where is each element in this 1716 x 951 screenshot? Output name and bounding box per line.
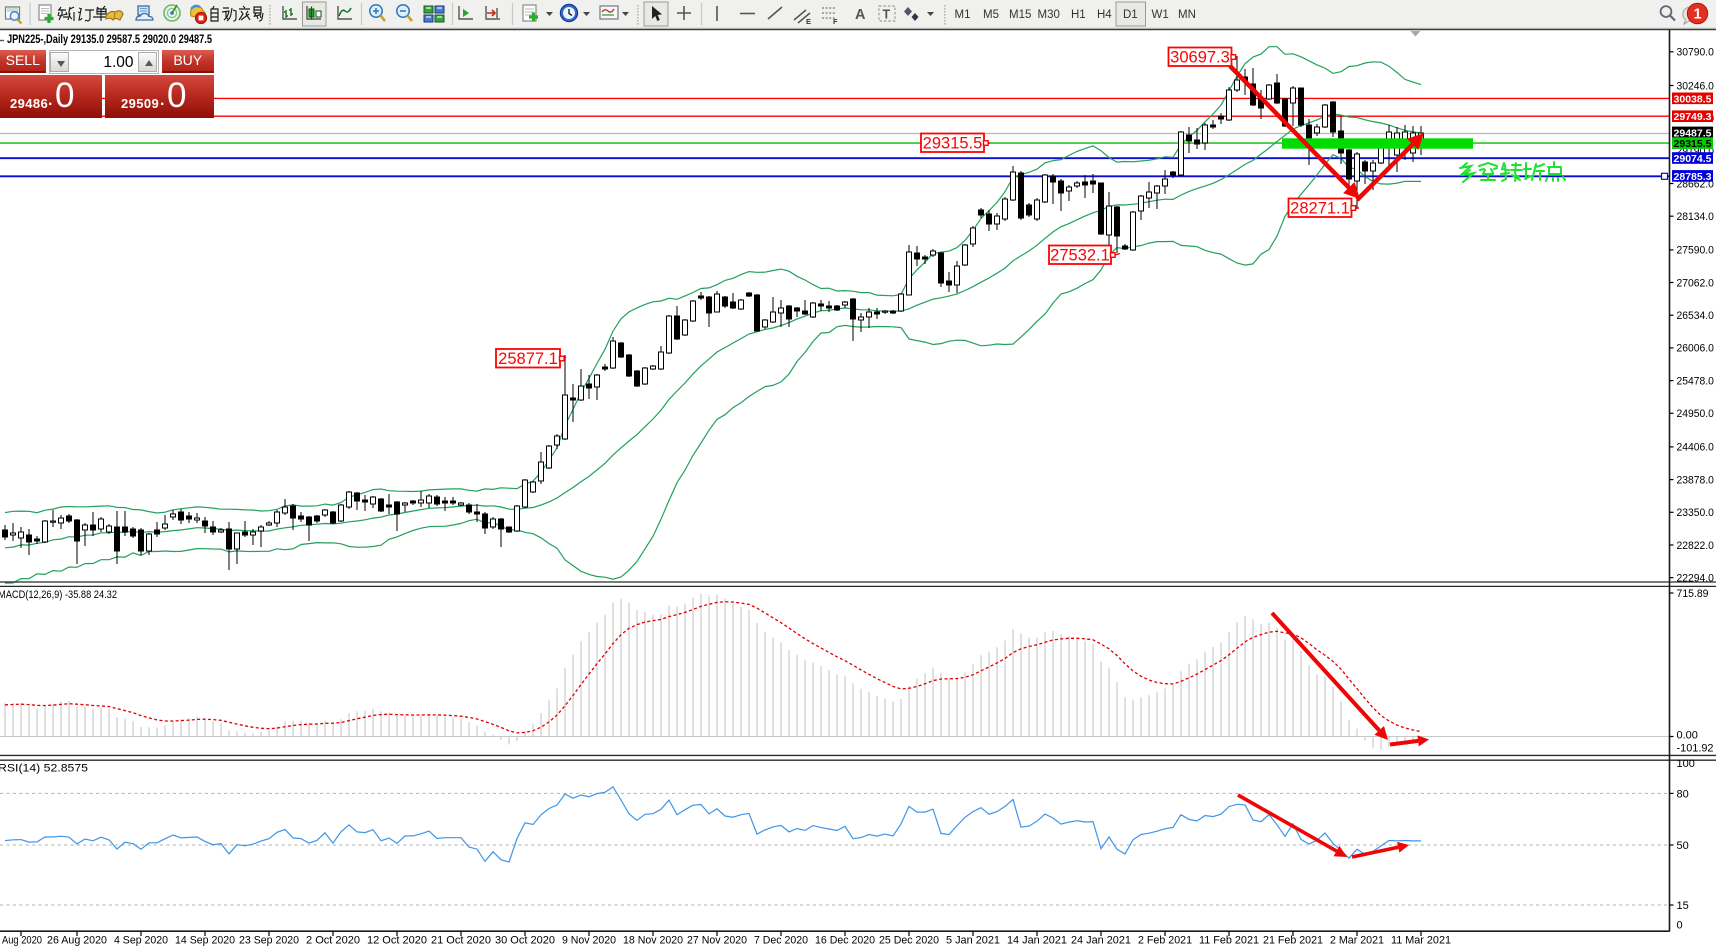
svg-text:29074.5: 29074.5 (1674, 153, 1712, 165)
svg-text:27 Nov 2020: 27 Nov 2020 (687, 935, 747, 947)
svg-text:M15: M15 (1009, 9, 1031, 21)
svg-text:Aug 2020: Aug 2020 (2, 935, 42, 947)
svg-text:50: 50 (1677, 840, 1689, 852)
svg-text:2 Feb 2021: 2 Feb 2021 (1138, 935, 1192, 947)
svg-text:80: 80 (1677, 788, 1689, 800)
svg-text:30 Oct 2020: 30 Oct 2020 (495, 935, 555, 947)
svg-text:MN: MN (1178, 9, 1196, 21)
svg-text:2 Mar 2021: 2 Mar 2021 (1330, 935, 1384, 947)
svg-text:27532.1: 27532.1 (1050, 246, 1110, 264)
svg-text:27062.0: 27062.0 (1677, 277, 1714, 289)
svg-text:25 Dec 2020: 25 Dec 2020 (879, 935, 939, 947)
svg-text:14 Jan 2021: 14 Jan 2021 (1007, 935, 1067, 947)
svg-text:30246.0: 30246.0 (1677, 80, 1714, 92)
svg-text:F: F (833, 17, 838, 26)
svg-text:24406.0: 24406.0 (1677, 442, 1714, 454)
svg-text:18 Nov 2020: 18 Nov 2020 (623, 935, 683, 947)
svg-text:JPN225-,Daily 29135.0 29587.5: JPN225-,Daily 29135.0 29587.5 29020.0 29… (7, 34, 212, 46)
svg-text:9 Nov 2020: 9 Nov 2020 (562, 935, 616, 947)
svg-text:28785.3: 28785.3 (1674, 171, 1712, 183)
svg-text:29749.3: 29749.3 (1674, 111, 1712, 123)
svg-text:22822.0: 22822.0 (1677, 540, 1714, 552)
svg-text:23 Sep 2020: 23 Sep 2020 (239, 935, 299, 947)
svg-text:15: 15 (1677, 900, 1689, 912)
svg-text:0: 0 (1677, 920, 1683, 932)
svg-text:12 Oct 2020: 12 Oct 2020 (367, 935, 427, 947)
svg-text:0.00: 0.00 (1677, 729, 1698, 741)
svg-text:7 Dec 2020: 7 Dec 2020 (754, 935, 808, 947)
svg-text:H1: H1 (1071, 9, 1086, 21)
svg-text:26 Aug 2020: 26 Aug 2020 (47, 935, 107, 947)
svg-text:E: E (806, 17, 811, 26)
svg-text:5 Jan 2021: 5 Jan 2021 (946, 935, 1000, 947)
svg-text:M5: M5 (983, 9, 999, 21)
svg-text:29315.5: 29315.5 (1674, 138, 1712, 150)
svg-text:30038.5: 30038.5 (1674, 93, 1712, 105)
svg-text:T: T (883, 8, 891, 22)
svg-text:1: 1 (1693, 7, 1701, 23)
svg-text:27590.0: 27590.0 (1677, 245, 1714, 257)
svg-text:RSI(14) 52.8575: RSI(14) 52.8575 (0, 763, 88, 775)
svg-text:21 Feb 2021: 21 Feb 2021 (1263, 935, 1323, 947)
svg-text:-101.92: -101.92 (1677, 743, 1714, 755)
svg-text:A: A (855, 7, 866, 23)
svg-text:M1: M1 (955, 9, 971, 21)
svg-text:30697.3: 30697.3 (1170, 48, 1230, 66)
svg-text:M30: M30 (1038, 9, 1060, 21)
svg-text:24 Jan 2021: 24 Jan 2021 (1071, 935, 1131, 947)
svg-text:25877.1: 25877.1 (498, 350, 558, 368)
svg-text:100: 100 (1677, 758, 1695, 770)
svg-text:28134.0: 28134.0 (1677, 211, 1714, 223)
svg-text:715.89: 715.89 (1677, 588, 1709, 600)
svg-text:24950.0: 24950.0 (1677, 408, 1714, 420)
svg-text:14 Sep 2020: 14 Sep 2020 (175, 935, 235, 947)
svg-text:23350.0: 23350.0 (1677, 507, 1714, 519)
svg-text:29487.5: 29487.5 (1674, 127, 1712, 139)
svg-text:21 Oct 2020: 21 Oct 2020 (431, 935, 491, 947)
svg-text:23878.0: 23878.0 (1677, 474, 1714, 486)
svg-text:W1: W1 (1152, 9, 1169, 21)
svg-text:26006.0: 26006.0 (1677, 343, 1714, 355)
svg-text:H4: H4 (1097, 9, 1112, 21)
svg-text:28271.1: 28271.1 (1290, 199, 1350, 217)
svg-text:25478.0: 25478.0 (1677, 375, 1714, 387)
svg-text:30790.0: 30790.0 (1677, 47, 1714, 59)
svg-text:22294.0: 22294.0 (1677, 572, 1714, 584)
svg-text:16 Dec 2020: 16 Dec 2020 (815, 935, 875, 947)
svg-text:26534.0: 26534.0 (1677, 310, 1714, 322)
svg-text:11 Mar 2021: 11 Mar 2021 (1391, 935, 1451, 947)
svg-text:2 Oct 2020: 2 Oct 2020 (306, 935, 360, 947)
svg-text:4 Sep 2020: 4 Sep 2020 (114, 935, 168, 947)
svg-text:11 Feb 2021: 11 Feb 2021 (1199, 935, 1259, 947)
svg-text:29315.5: 29315.5 (923, 134, 983, 152)
svg-text:MACD(12,26,9) -35.88 24.32: MACD(12,26,9) -35.88 24.32 (0, 589, 117, 601)
svg-text:D1: D1 (1123, 9, 1138, 21)
